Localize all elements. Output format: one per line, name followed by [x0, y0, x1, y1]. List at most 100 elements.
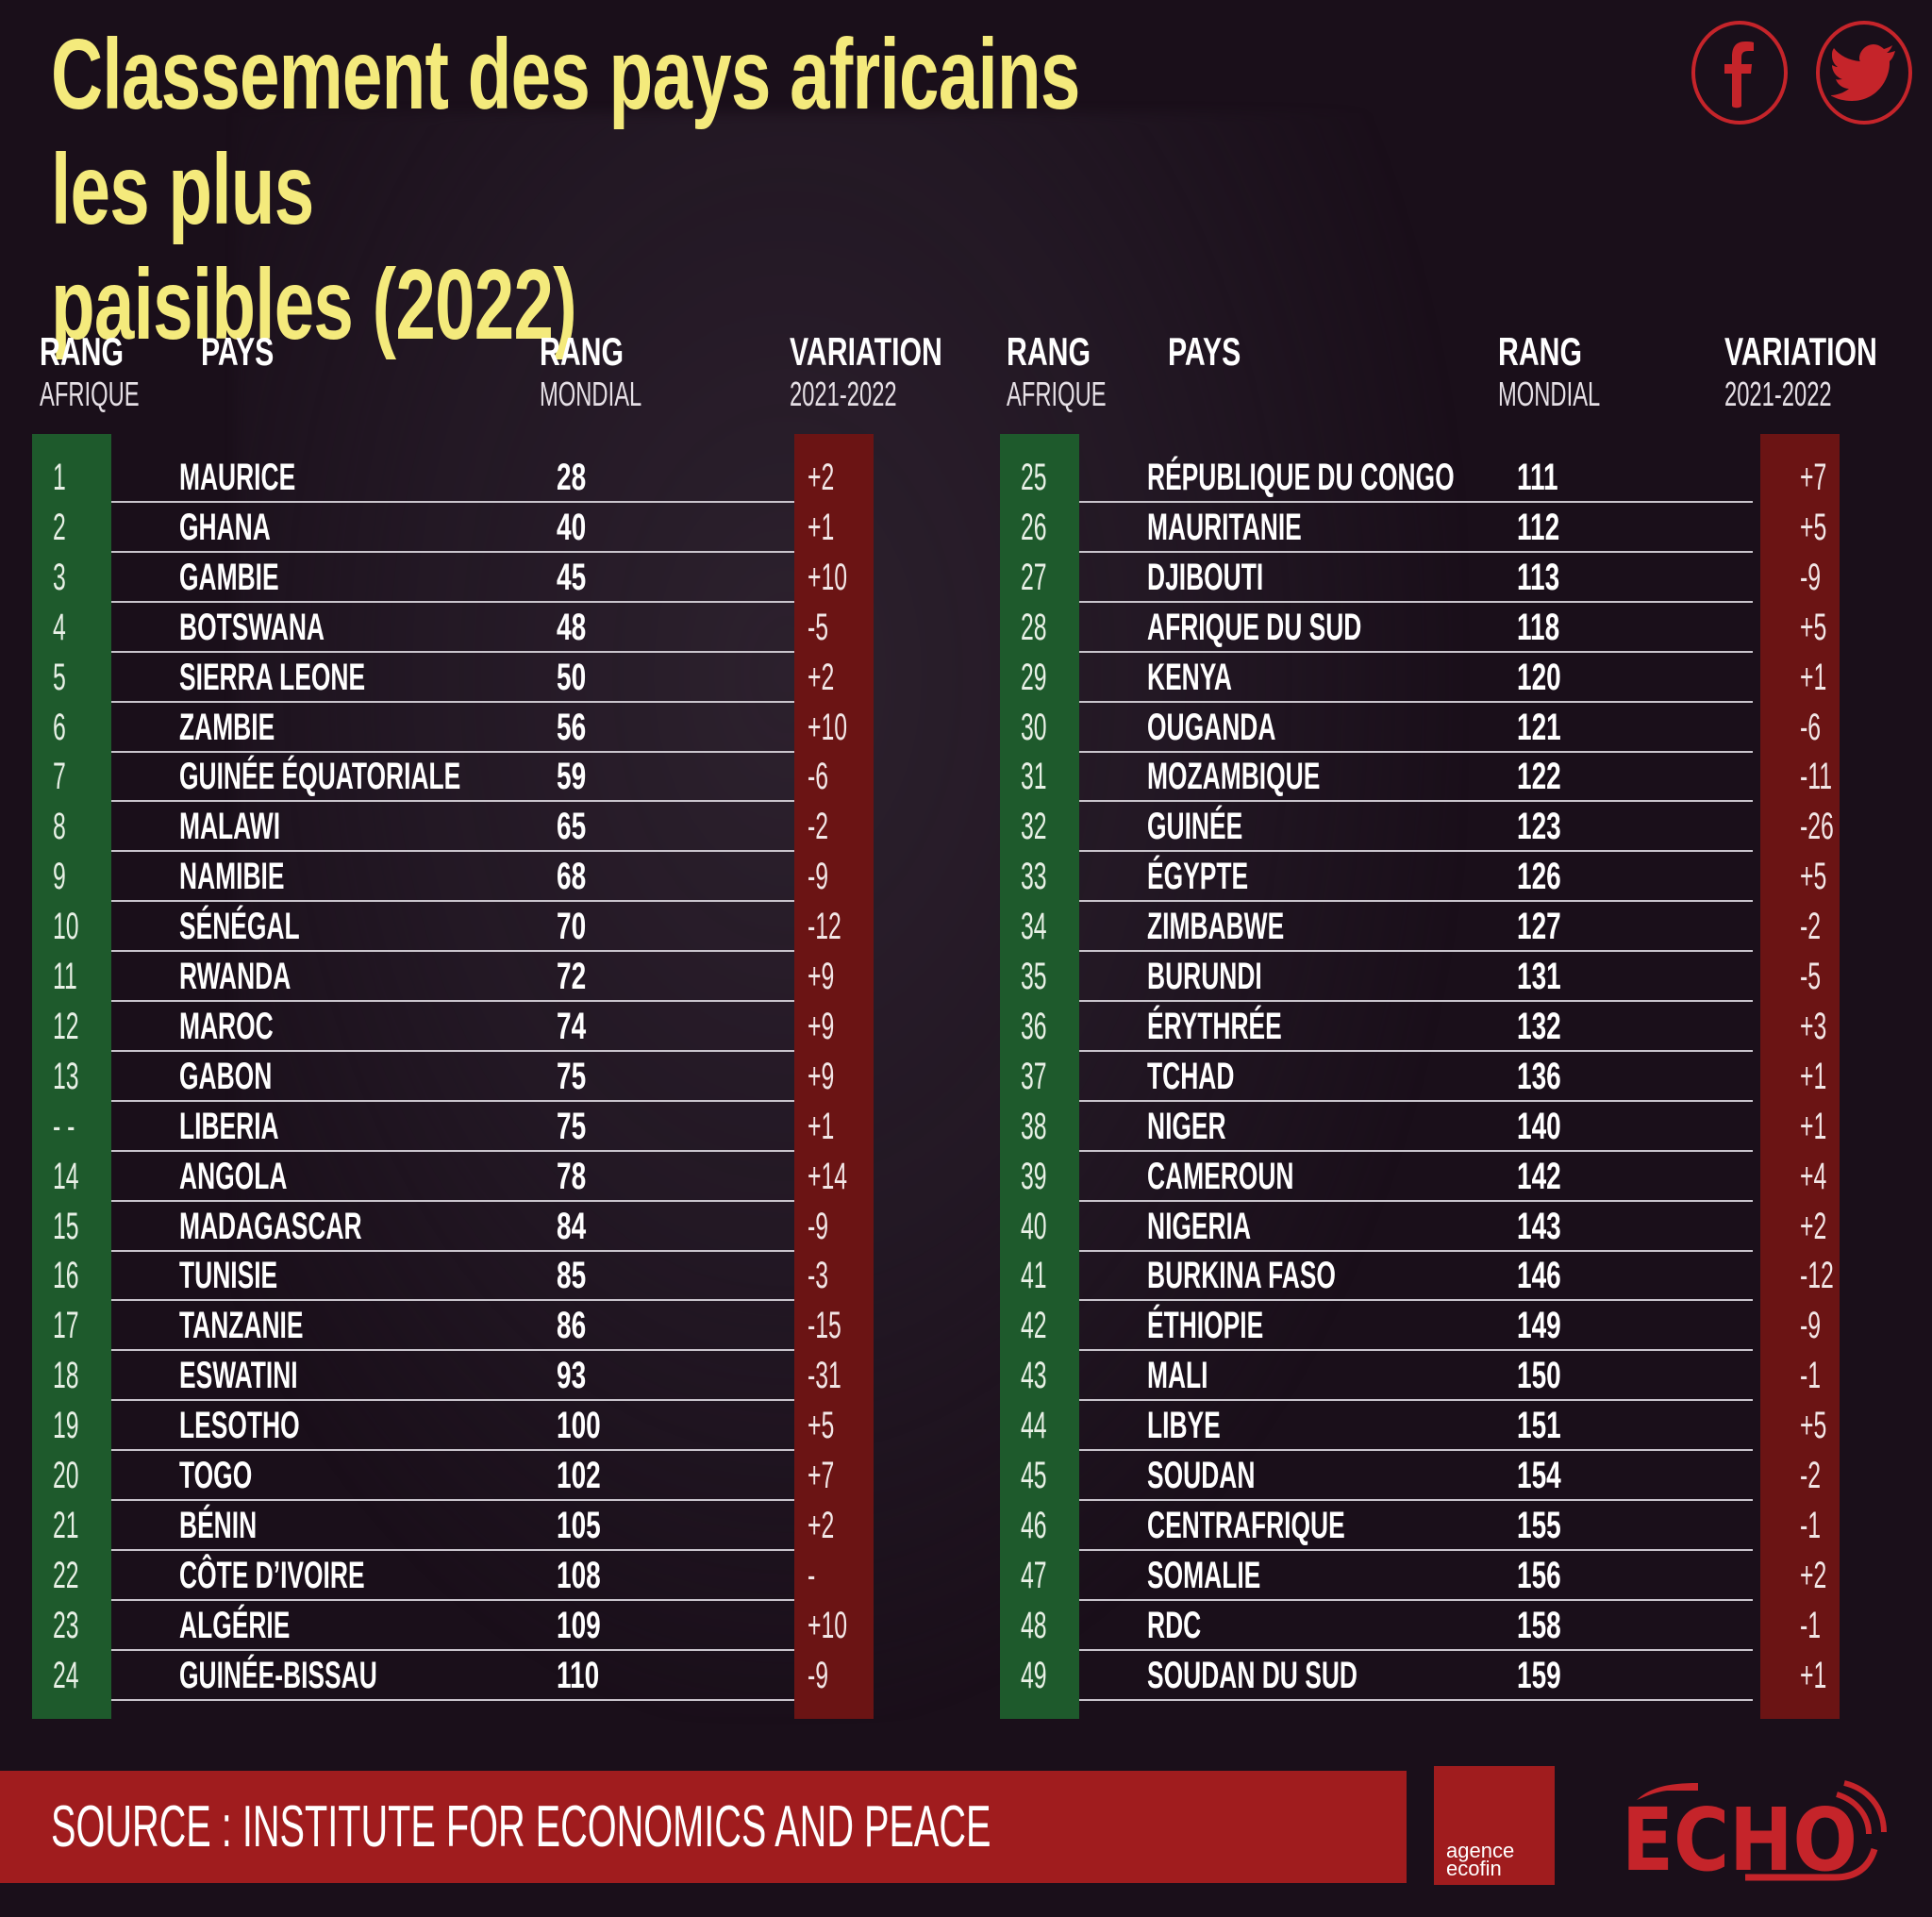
- country-name: TOGO: [179, 1455, 253, 1496]
- rank-world: 102: [557, 1455, 601, 1496]
- variation-value: +2: [808, 457, 835, 498]
- row-divider: [1079, 1598, 1753, 1601]
- row-divider: [111, 1000, 794, 1002]
- country-name: GHANA: [179, 506, 271, 548]
- table-row: 38 NIGER 140 +1: [1000, 1102, 1840, 1152]
- rank-world: 151: [1517, 1405, 1561, 1447]
- rank-africa: 20: [53, 1455, 79, 1496]
- rank-world: 108: [557, 1554, 601, 1596]
- country-name: SÉNÉGAL: [179, 906, 300, 948]
- rank-africa: 23: [53, 1604, 79, 1646]
- table-row: 12 MAROC 74 +9: [32, 1002, 874, 1052]
- row-divider: [1079, 1249, 1753, 1252]
- rank-world: 75: [557, 1105, 587, 1147]
- table-row: 25 RÉPUBLIQUE DU CONGO 111 +7: [1000, 453, 1840, 503]
- variation-value: +2: [1800, 1205, 1827, 1247]
- variation-value: -31: [808, 1355, 841, 1397]
- rank-world: 158: [1517, 1604, 1561, 1646]
- row-divider: [1079, 900, 1753, 903]
- rank-africa: 18: [53, 1355, 79, 1397]
- rank-africa: 24: [53, 1654, 79, 1696]
- rank-africa: 49: [1021, 1654, 1047, 1696]
- table-row: 23 ALGÉRIE 109 +10: [32, 1601, 874, 1651]
- table-row: 31 MOZAMBIQUE 122 -11: [1000, 752, 1840, 803]
- row-divider: [111, 1299, 794, 1302]
- rank-africa: 31: [1021, 756, 1047, 798]
- country-name: SOMALIE: [1147, 1554, 1261, 1596]
- facebook-button[interactable]: [1691, 21, 1788, 125]
- rank-africa: 8: [53, 806, 66, 848]
- row-divider: [111, 550, 794, 553]
- table-row: 3 GAMBIE 45 +10: [32, 553, 874, 603]
- variation-value: -9: [808, 856, 829, 898]
- country-name: ALGÉRIE: [179, 1604, 291, 1646]
- twitter-button[interactable]: [1816, 21, 1912, 125]
- row-divider: [111, 1648, 794, 1651]
- agence-ecofin-logo[interactable]: agence ecofin: [1434, 1766, 1555, 1885]
- variation-value: -2: [1800, 906, 1822, 948]
- table-row: 33 ÉGYPTE 126 +5: [1000, 852, 1840, 903]
- table-row: 16 TUNISIE 85 -3: [32, 1251, 874, 1302]
- rank-africa: 21: [53, 1504, 79, 1546]
- variation-value: +7: [1800, 457, 1827, 498]
- svg-text:ECHO: ECHO: [1622, 1790, 1857, 1887]
- row-divider: [111, 850, 794, 853]
- variation-value: -: [808, 1554, 816, 1596]
- rank-world: 131: [1517, 956, 1561, 997]
- country-name: TUNISIE: [179, 1255, 278, 1297]
- row-divider: [1079, 750, 1753, 753]
- country-name: MAURICE: [179, 457, 296, 498]
- table-row: 29 KENYA 120 +1: [1000, 653, 1840, 703]
- rank-africa: 41: [1021, 1255, 1047, 1297]
- row-divider: [111, 800, 794, 803]
- table-row: 27 DJIBOUTI 113 -9: [1000, 553, 1840, 603]
- table-row: 14 ANGOLA 78 +14: [32, 1152, 874, 1202]
- rank-africa: 12: [53, 1005, 79, 1047]
- country-name: SOUDAN: [1147, 1455, 1256, 1496]
- table-row: 22 CÔTE D’IVOIRE 108 -: [32, 1551, 874, 1601]
- rank-world: 56: [557, 706, 587, 748]
- variation-value: +5: [1800, 1405, 1827, 1447]
- variation-value: -6: [808, 756, 829, 798]
- table-row: 1 MAURICE 28 +2: [32, 453, 874, 503]
- variation-value: +10: [808, 1604, 848, 1646]
- country-name: RWANDA: [179, 956, 291, 997]
- rank-africa: 40: [1021, 1205, 1047, 1247]
- table-row: 46 CENTRAFRIQUE 155 -1: [1000, 1501, 1840, 1551]
- rank-world: 118: [1517, 606, 1560, 648]
- table-row: 36 ÉRYTHRÉE 132 +3: [1000, 1002, 1840, 1052]
- rank-world: 143: [1517, 1205, 1561, 1247]
- rank-world: 28: [557, 457, 587, 498]
- rank-africa: 19: [53, 1405, 79, 1447]
- variation-value: +2: [808, 1504, 835, 1546]
- country-name: BÉNIN: [179, 1504, 258, 1546]
- rank-africa: 6: [53, 706, 66, 748]
- row-divider: [1079, 850, 1753, 853]
- rank-africa: 9: [53, 856, 66, 898]
- row-divider: [1079, 1548, 1753, 1551]
- rank-world: 105: [557, 1504, 601, 1546]
- variation-value: +1: [808, 506, 835, 548]
- row-divider: [1079, 1099, 1753, 1102]
- rank-world: 123: [1517, 806, 1561, 848]
- rank-world: 50: [557, 656, 587, 698]
- rank-africa: 4: [53, 606, 66, 648]
- variation-value: -5: [1800, 956, 1822, 997]
- echo-logo[interactable]: ECHO: [1608, 1774, 1891, 1887]
- rank-africa: 15: [53, 1205, 79, 1247]
- rank-africa: 34: [1021, 906, 1047, 948]
- rank-africa: 37: [1021, 1055, 1047, 1097]
- country-name: GABON: [179, 1055, 273, 1097]
- row-divider: [111, 1399, 794, 1402]
- rank-world: 109: [557, 1604, 601, 1646]
- rank-world: 149: [1517, 1305, 1561, 1347]
- rank-world: 127: [1517, 906, 1561, 948]
- rank-world: 150: [1517, 1355, 1561, 1397]
- table-row: 4 BOTSWANA 48 -5: [32, 603, 874, 653]
- variation-value: +10: [808, 706, 848, 748]
- rank-world: 112: [1517, 506, 1560, 548]
- row-divider: [1079, 1399, 1753, 1402]
- variation-value: +5: [1800, 606, 1827, 648]
- table-row: 35 BURUNDI 131 -5: [1000, 952, 1840, 1002]
- rank-africa: 7: [53, 756, 66, 798]
